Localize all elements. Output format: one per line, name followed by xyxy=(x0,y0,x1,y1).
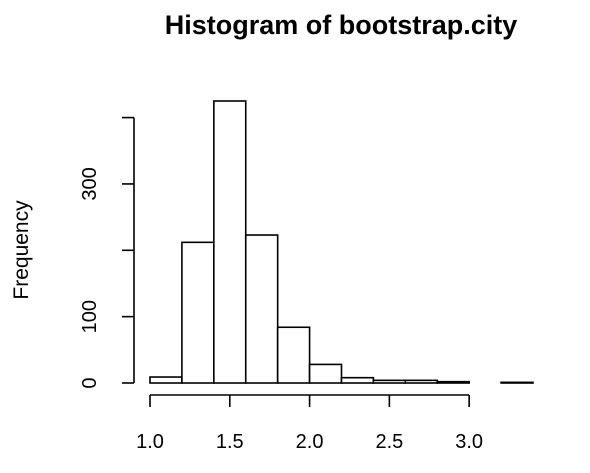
x-tick-label: 1.5 xyxy=(216,431,244,453)
x-tick-label: 1.0 xyxy=(136,431,164,453)
histogram-bar xyxy=(404,379,439,384)
chart-title: Histogram of bootstrap.city xyxy=(165,10,518,40)
histogram-bar xyxy=(244,234,279,384)
y-tick-label: 0 xyxy=(79,377,101,388)
histogram-bar xyxy=(372,379,407,384)
y-tick-label: 300 xyxy=(79,167,101,200)
y-axis-label: Frequency xyxy=(10,200,33,300)
x-tick-label: 2.5 xyxy=(375,431,403,453)
histogram-bar xyxy=(276,326,311,384)
bars-group xyxy=(149,100,534,384)
x-tick-label: 2.0 xyxy=(296,431,324,453)
histogram-bar xyxy=(149,376,183,384)
histogram-bar xyxy=(213,100,247,384)
y-axis: 0 100 300 xyxy=(79,116,135,389)
x-axis: 1.0 1.5 2.0 2.5 3.0 xyxy=(136,394,483,453)
histogram-bar xyxy=(308,363,343,384)
x-tick-label: 3.0 xyxy=(455,431,483,453)
histogram-bar xyxy=(436,380,470,384)
histogram-bar xyxy=(181,241,215,384)
y-tick-label: 100 xyxy=(79,300,101,333)
histogram-bar xyxy=(340,376,375,384)
histogram-bar xyxy=(500,381,534,384)
